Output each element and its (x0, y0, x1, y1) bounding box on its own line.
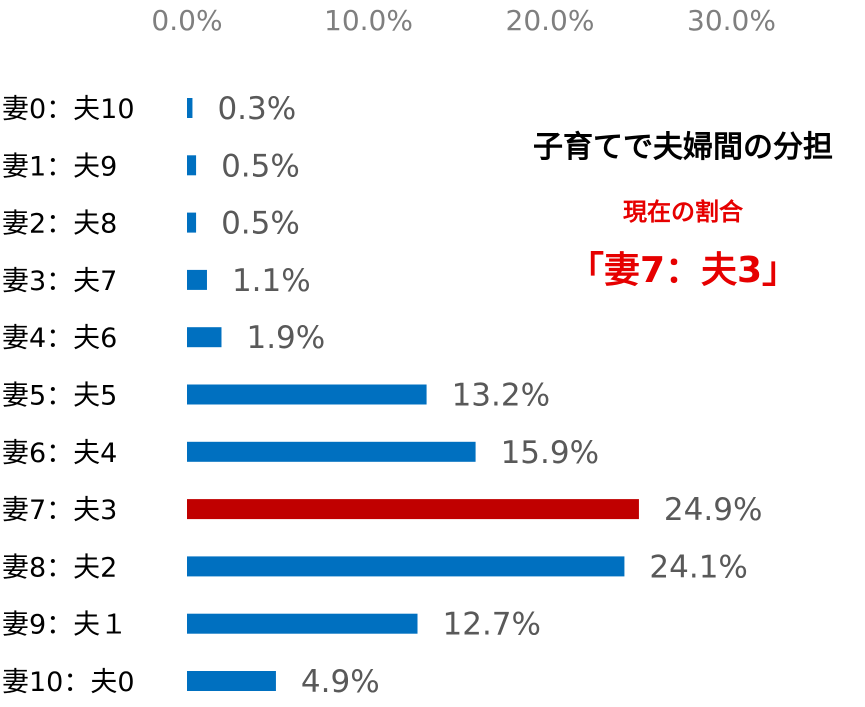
category-label: 妻9：夫１ (2, 610, 127, 641)
data-label: 12.7% (443, 607, 541, 643)
bar (187, 212, 197, 233)
bar (187, 269, 207, 290)
data-label: 24.9% (664, 492, 762, 528)
category-label: 妻0：夫10 (2, 94, 135, 125)
bar (187, 155, 197, 176)
category-label: 妻7：夫3 (2, 495, 117, 526)
annotation: 子育てで夫婦間の分担 現在の割合 「妻7：夫3」 (533, 130, 833, 291)
bars (187, 98, 639, 691)
x-tick-label: 0.0% (151, 4, 222, 37)
x-tick-label: 30.0% (687, 4, 776, 37)
annotation-subtitle: 現在の割合 (623, 198, 744, 226)
bar (187, 613, 418, 634)
data-label: 24.1% (649, 549, 747, 585)
annotation-ratio: 「妻7：夫3」 (568, 250, 798, 291)
category-label: 妻8：夫2 (2, 552, 117, 583)
bar (187, 499, 639, 520)
category-labels: 妻0：夫10 妻1：夫9 妻2：夫8 妻3：夫7 妻4：夫6 妻5：夫5 妻6：夫4 妻7：夫… (2, 94, 135, 698)
data-label: 1.9% (246, 320, 325, 356)
value-labels: 0.3% 0.5% 0.5% 1.1% 1.9% 13.2% 15.9% 24.9% 24.1%… (217, 91, 762, 700)
category-label: 妻1：夫9 (2, 151, 117, 182)
bar (187, 98, 193, 118)
annotation-title: 子育てで夫婦間の分担 (533, 130, 833, 165)
bar (187, 556, 625, 577)
data-label: 0.3% (217, 91, 296, 127)
category-label: 妻5：夫5 (2, 381, 117, 412)
category-label: 妻3：夫7 (2, 266, 117, 297)
category-label: 妻6：夫4 (2, 438, 117, 469)
category-label: 妻2：夫8 (2, 209, 117, 240)
category-label: 妻10：夫0 (2, 667, 135, 698)
data-label: 1.1% (232, 263, 311, 299)
bar (187, 441, 476, 462)
category-label: 妻4：夫6 (2, 323, 117, 354)
data-label: 0.5% (221, 148, 300, 184)
bar (187, 327, 222, 348)
data-label: 13.2% (452, 378, 550, 414)
x-tick-label: 20.0% (506, 4, 595, 37)
bar (187, 671, 276, 691)
data-label: 15.9% (501, 435, 599, 471)
data-label: 4.9% (301, 664, 380, 700)
x-axis-ticks: 0.0% 10.0% 20.0% 30.0% (151, 4, 776, 37)
bar (187, 384, 427, 405)
data-label: 0.5% (221, 206, 300, 242)
x-tick-label: 10.0% (324, 4, 413, 37)
